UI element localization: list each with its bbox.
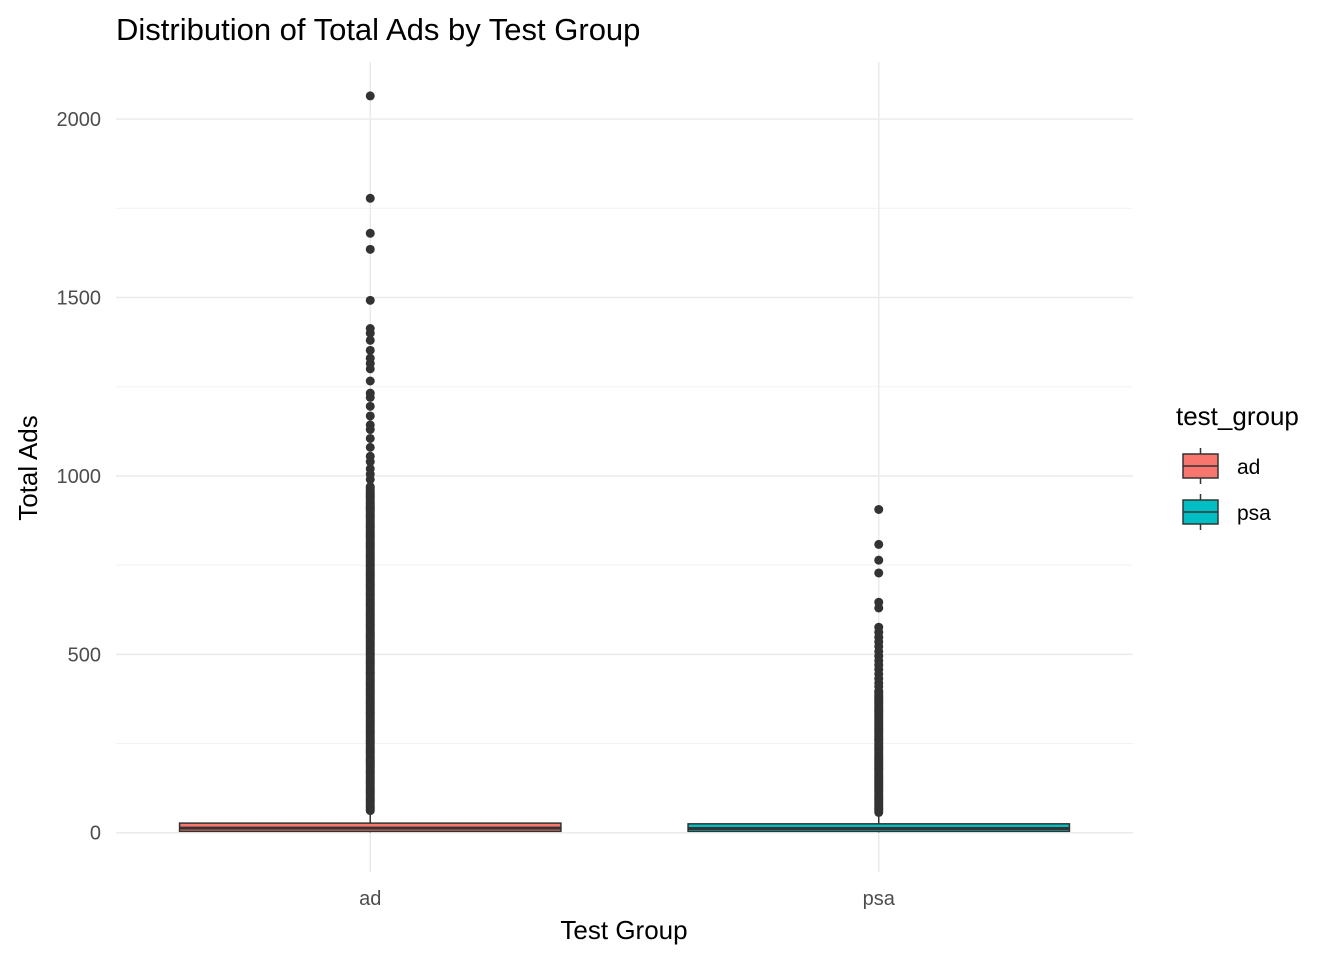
legend: test_group ad psa — [1176, 401, 1299, 530]
outlier-point-ad — [365, 345, 375, 355]
outlier-point-ad — [365, 425, 375, 435]
outlier-point-ad — [365, 376, 375, 386]
y-tick-label: 1000 — [57, 466, 102, 488]
outlier-point-ad — [365, 433, 375, 443]
y-axis-title: Total Ads — [13, 415, 43, 521]
outlier-point-ad — [365, 392, 375, 402]
outlier-point-ad — [365, 364, 375, 374]
outlier-point-ad — [365, 482, 375, 492]
outlier-point-ad — [365, 401, 375, 411]
outlier-point-ad — [365, 457, 375, 467]
outlier-point-ad — [365, 91, 375, 101]
x-tick-label: psa — [863, 888, 896, 910]
outlier-points — [365, 91, 884, 817]
outlier-point-psa — [874, 568, 884, 578]
y-tick-labels: 0 500 1000 1500 2000 — [57, 109, 102, 845]
x-tick-label: ad — [359, 888, 381, 910]
outlier-point-ad — [365, 295, 375, 305]
chart-title: Distribution of Total Ads by Test Group — [116, 12, 640, 47]
legend-label-ad: ad — [1237, 456, 1260, 479]
outlier-point-ad — [365, 335, 375, 345]
y-tick-label: 500 — [68, 644, 101, 666]
outlier-point-psa — [874, 504, 884, 514]
outlier-point-psa — [874, 603, 884, 613]
outlier-point-psa — [874, 539, 884, 549]
outlier-point-ad — [365, 328, 375, 338]
outlier-point-ad — [365, 193, 375, 203]
y-tick-label: 2000 — [57, 109, 102, 131]
outlier-point-ad — [365, 244, 375, 254]
outlier-point-psa — [874, 681, 884, 691]
outlier-point-ad — [365, 411, 375, 421]
outlier-point-ad — [365, 442, 375, 452]
grid-lines — [116, 62, 1133, 872]
y-tick-label: 1500 — [57, 288, 102, 310]
outlier-point-ad — [365, 474, 375, 484]
legend-label-psa: psa — [1237, 502, 1271, 525]
outlier-point-ad — [365, 228, 375, 238]
y-tick-label: 0 — [90, 823, 101, 845]
legend-title: test_group — [1176, 401, 1299, 431]
outlier-point-psa — [874, 555, 884, 565]
x-axis-title: Test Group — [560, 915, 687, 945]
x-tick-labels: ad psa — [359, 888, 896, 910]
boxes — [178, 810, 1071, 833]
